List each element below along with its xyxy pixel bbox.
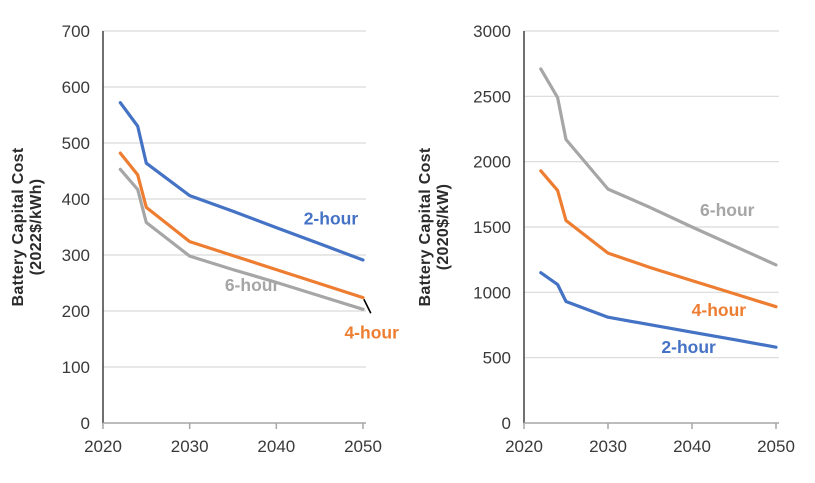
x-tick-label: 2050	[344, 437, 382, 456]
battery-cost-kwh-chart-canvas: 0 100 200 300 400 500 600 700 2020 2030 2040 2050 6-…	[10, 22, 399, 456]
leader-line	[363, 298, 372, 314]
y-tick-label: 600	[62, 78, 90, 97]
y-tick-label: 3000	[473, 22, 511, 41]
x-tick-label: 2020	[84, 437, 122, 456]
x-tick-label: 2030	[171, 437, 209, 456]
y-tick-label: 300	[62, 246, 90, 265]
series-label-6-hour: 6-hour	[700, 200, 755, 220]
y-tick-label: 500	[483, 349, 511, 368]
battery-cost-kwh-chart: 0 100 200 300 400 500 600 700 2020 2030 2040 2050 6-…	[0, 0, 407, 483]
series-label-2-hour: 2-hour	[304, 209, 359, 229]
y-axis-title: Battery Capital Cost(2022$/kWh)	[10, 147, 45, 306]
y-tick-label: 2500	[473, 87, 511, 106]
battery-cost-kw-chart: 0 500 1000 1500 2000 2500 3000 2020 2030 2040 2050…	[407, 0, 814, 483]
x-tick-label: 2020	[505, 437, 543, 456]
series-line-4-hour	[118, 151, 365, 300]
y-tick-label: 400	[62, 190, 90, 209]
y-tick-label: 1500	[473, 218, 511, 237]
y-axis-title: Battery Capital Cost(2020$/kW)	[417, 147, 452, 306]
y-tick-label: 2000	[473, 153, 511, 172]
series-label-6-hour: 6-hour	[225, 275, 280, 295]
y-tick-label: 700	[62, 22, 90, 41]
series-line-2-hour	[118, 101, 365, 262]
y-tick-label: 200	[62, 302, 90, 321]
y-tick-label: 500	[62, 134, 90, 153]
series-line-6-hour	[118, 167, 365, 311]
x-tick-label: 2030	[589, 437, 627, 456]
y-tick-label: 0	[81, 414, 90, 433]
series-line-2-hour	[539, 271, 778, 349]
y-tick-label: 100	[62, 358, 90, 377]
series-label-2-hour: 2-hour	[661, 337, 716, 357]
y-tick-label: 0	[502, 414, 511, 433]
series-label-4-hour: 4-hour	[344, 322, 399, 342]
x-tick-label: 2040	[673, 437, 711, 456]
battery-cost-kw-chart-canvas: 0 500 1000 1500 2000 2500 3000 2020 2030 2040 2050…	[417, 22, 795, 456]
series-line-4-hour	[539, 169, 778, 309]
x-tick-label: 2050	[757, 437, 795, 456]
series-label-4-hour: 4-hour	[692, 300, 747, 320]
y-tick-label: 1000	[473, 283, 511, 302]
x-tick-label: 2040	[257, 437, 295, 456]
series-line-6-hour	[539, 67, 778, 267]
